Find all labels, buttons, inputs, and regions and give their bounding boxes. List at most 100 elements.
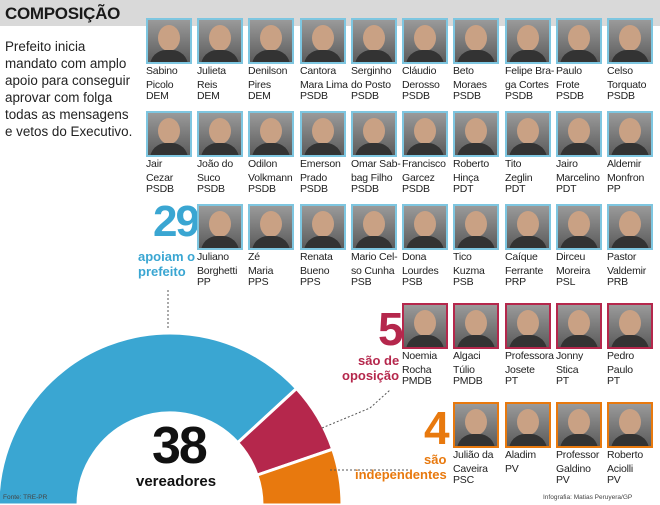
member-photo bbox=[505, 111, 551, 157]
member-photo bbox=[146, 18, 192, 64]
member-photo bbox=[556, 18, 602, 64]
independent-count: 4 bbox=[424, 402, 450, 454]
member-name-line2: Volkmann bbox=[248, 171, 293, 184]
member-name-line2: Cezar bbox=[146, 171, 174, 184]
member-party: PSB bbox=[351, 276, 372, 288]
member-name-line1: Pedro bbox=[607, 350, 635, 362]
member-party: PDT bbox=[453, 183, 474, 195]
member-name-line1: Professora bbox=[505, 350, 554, 362]
member-photo bbox=[351, 204, 397, 250]
member-name-line2: Monfron bbox=[607, 171, 645, 184]
member-party: PSDB bbox=[351, 90, 379, 102]
member-party: PSB bbox=[402, 276, 423, 288]
member-party: PSDB bbox=[146, 183, 174, 195]
member-party: PSDB bbox=[453, 90, 481, 102]
council-member: Pedro Paulo PT bbox=[607, 303, 659, 388]
member-party: PSDB bbox=[402, 183, 430, 195]
member-name-line1: Aldemir bbox=[607, 158, 642, 170]
member-party: PSDB bbox=[300, 183, 328, 195]
member-party: DEM bbox=[248, 90, 271, 102]
member-photo bbox=[607, 303, 653, 349]
member-party: PT bbox=[607, 375, 621, 387]
member-party: PSDB bbox=[300, 90, 328, 102]
member-name-line2: Zeglin bbox=[505, 171, 533, 184]
member-name-line1: Roberto bbox=[453, 158, 489, 170]
member-name-line1: Algaci bbox=[453, 350, 481, 362]
member-name-line2: Galdino bbox=[556, 462, 591, 475]
member-photo bbox=[146, 111, 192, 157]
member-party: PSDB bbox=[402, 90, 430, 102]
member-photo bbox=[351, 18, 397, 64]
council-member: Beto Moraes PSDB bbox=[453, 18, 505, 103]
member-party: PV bbox=[607, 474, 621, 486]
credit-note: Infografia: Matias Peruyera/GP bbox=[543, 494, 633, 501]
member-name-line2: Caveira bbox=[453, 462, 488, 475]
council-member: Mario Cel-so Cunha PSB bbox=[351, 204, 403, 289]
member-photo bbox=[607, 111, 653, 157]
member-name-line2: Suco bbox=[197, 171, 221, 184]
council-member: Aladim PV bbox=[505, 402, 557, 475]
member-party: PDT bbox=[556, 183, 577, 195]
member-party: PMDB bbox=[453, 375, 483, 387]
member-name-line1: Odilon bbox=[248, 158, 278, 170]
member-name-line1: Mario Cel- bbox=[351, 251, 398, 263]
council-member: Tito Zeglin PDT bbox=[505, 111, 557, 196]
member-name-line2: so Cunha bbox=[351, 264, 395, 277]
council-member: Celso Torquato PSDB bbox=[607, 18, 659, 103]
council-member: Francisco Garcez PSDB bbox=[402, 111, 454, 196]
intro-text: Prefeito inicia mandato com amplo apoio … bbox=[5, 39, 133, 140]
council-member: Dona Lourdes PSB bbox=[402, 204, 454, 289]
member-name-line2: Mara Lima bbox=[300, 78, 348, 91]
member-party: PSDB bbox=[607, 90, 635, 102]
member-name-line2: Aciolli bbox=[607, 462, 634, 475]
member-photo bbox=[402, 18, 448, 64]
member-photo bbox=[453, 111, 499, 157]
member-name-line2: Bueno bbox=[300, 264, 330, 277]
member-name-line1: Paulo bbox=[556, 65, 582, 77]
council-member: Julião da Caveira PSC bbox=[453, 402, 505, 487]
council-member: Aldemir Monfron PP bbox=[607, 111, 659, 196]
member-party: PSB bbox=[453, 276, 474, 288]
opposition-label-line2: oposição bbox=[342, 368, 400, 383]
member-photo bbox=[300, 204, 346, 250]
member-name-line1: Francisco bbox=[402, 158, 446, 170]
member-name-line1: Omar Sab- bbox=[351, 158, 401, 170]
member-name-line2: Stica bbox=[556, 363, 579, 376]
member-name-line2: ga Cortes bbox=[505, 78, 549, 91]
member-photo bbox=[453, 303, 499, 349]
member-party: DEM bbox=[197, 90, 220, 102]
member-name-line1: Jair bbox=[146, 158, 163, 170]
member-name-line2: Pires bbox=[248, 78, 271, 91]
council-member: Cantora Mara Lima PSDB bbox=[300, 18, 352, 103]
council-member: Caíque Ferrante PRP bbox=[505, 204, 557, 289]
council-member: Algaci Túlio PMDB bbox=[453, 303, 505, 388]
member-party: PP bbox=[197, 276, 211, 288]
member-photo bbox=[607, 402, 653, 448]
council-member: Sabino Picolo DEM bbox=[146, 18, 198, 103]
member-photo bbox=[505, 204, 551, 250]
member-name-line2: Picolo bbox=[146, 78, 174, 91]
member-name-line2: do Posto bbox=[351, 78, 391, 91]
member-name-line2: Derosso bbox=[402, 78, 440, 91]
member-party: PT bbox=[505, 375, 519, 387]
member-photo bbox=[300, 18, 346, 64]
member-photo bbox=[402, 204, 448, 250]
council-member: Pastor Valdemir PRB bbox=[607, 204, 659, 289]
member-photo bbox=[505, 18, 551, 64]
member-name-line1: Cláudio bbox=[402, 65, 437, 77]
member-name-line1: Professor bbox=[556, 449, 600, 461]
member-photo bbox=[402, 303, 448, 349]
member-party: PRB bbox=[607, 276, 628, 288]
member-party: PSL bbox=[556, 276, 576, 288]
council-member: Renata Bueno PPS bbox=[300, 204, 352, 289]
member-name-line1: Denilson bbox=[248, 65, 288, 77]
member-name-line2: Torquato bbox=[607, 78, 647, 91]
member-name-line2: Frote bbox=[556, 78, 580, 91]
member-name-line2: Borghetti bbox=[197, 264, 238, 277]
member-name-line1: Aladim bbox=[505, 449, 536, 461]
opposition-connector bbox=[321, 389, 391, 429]
member-name-line1: Caíque bbox=[505, 251, 538, 263]
council-member: Professor Galdino PV bbox=[556, 402, 608, 487]
member-photo bbox=[505, 402, 551, 448]
council-member: Juliano Borghetti PP bbox=[197, 204, 249, 289]
